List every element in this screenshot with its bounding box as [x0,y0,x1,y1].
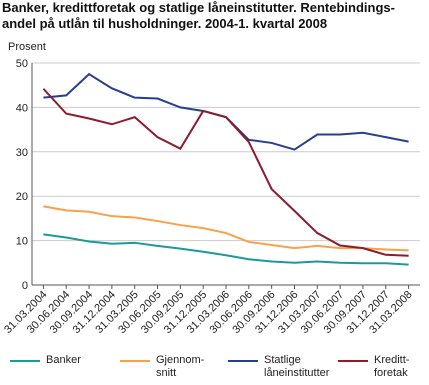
y-axis-label: Prosent [8,41,46,53]
y-tick-label: 20 [16,191,28,203]
legend-label: Banker [46,354,81,366]
series-line [43,233,409,266]
y-tick-label: 40 [16,102,28,114]
chart-title-line: Banker, kredittforetak og statlige lånei… [2,0,395,15]
series-line [42,88,409,257]
series-line [43,205,409,252]
y-tick-label: 0 [22,280,28,292]
y-tick-label: 10 [16,236,28,248]
legend-label: Kreditt- foretak [374,354,410,379]
series-line [43,72,409,151]
y-tick-label: 30 [16,147,28,159]
y-tick-label: 50 [16,58,28,70]
legend-label: Statlige låneinstitutter [264,354,330,379]
legend-label: Gjennom- snitt [156,354,205,379]
chart-title-line: andel på utlån til husholdninger. 2004-1… [2,16,327,31]
